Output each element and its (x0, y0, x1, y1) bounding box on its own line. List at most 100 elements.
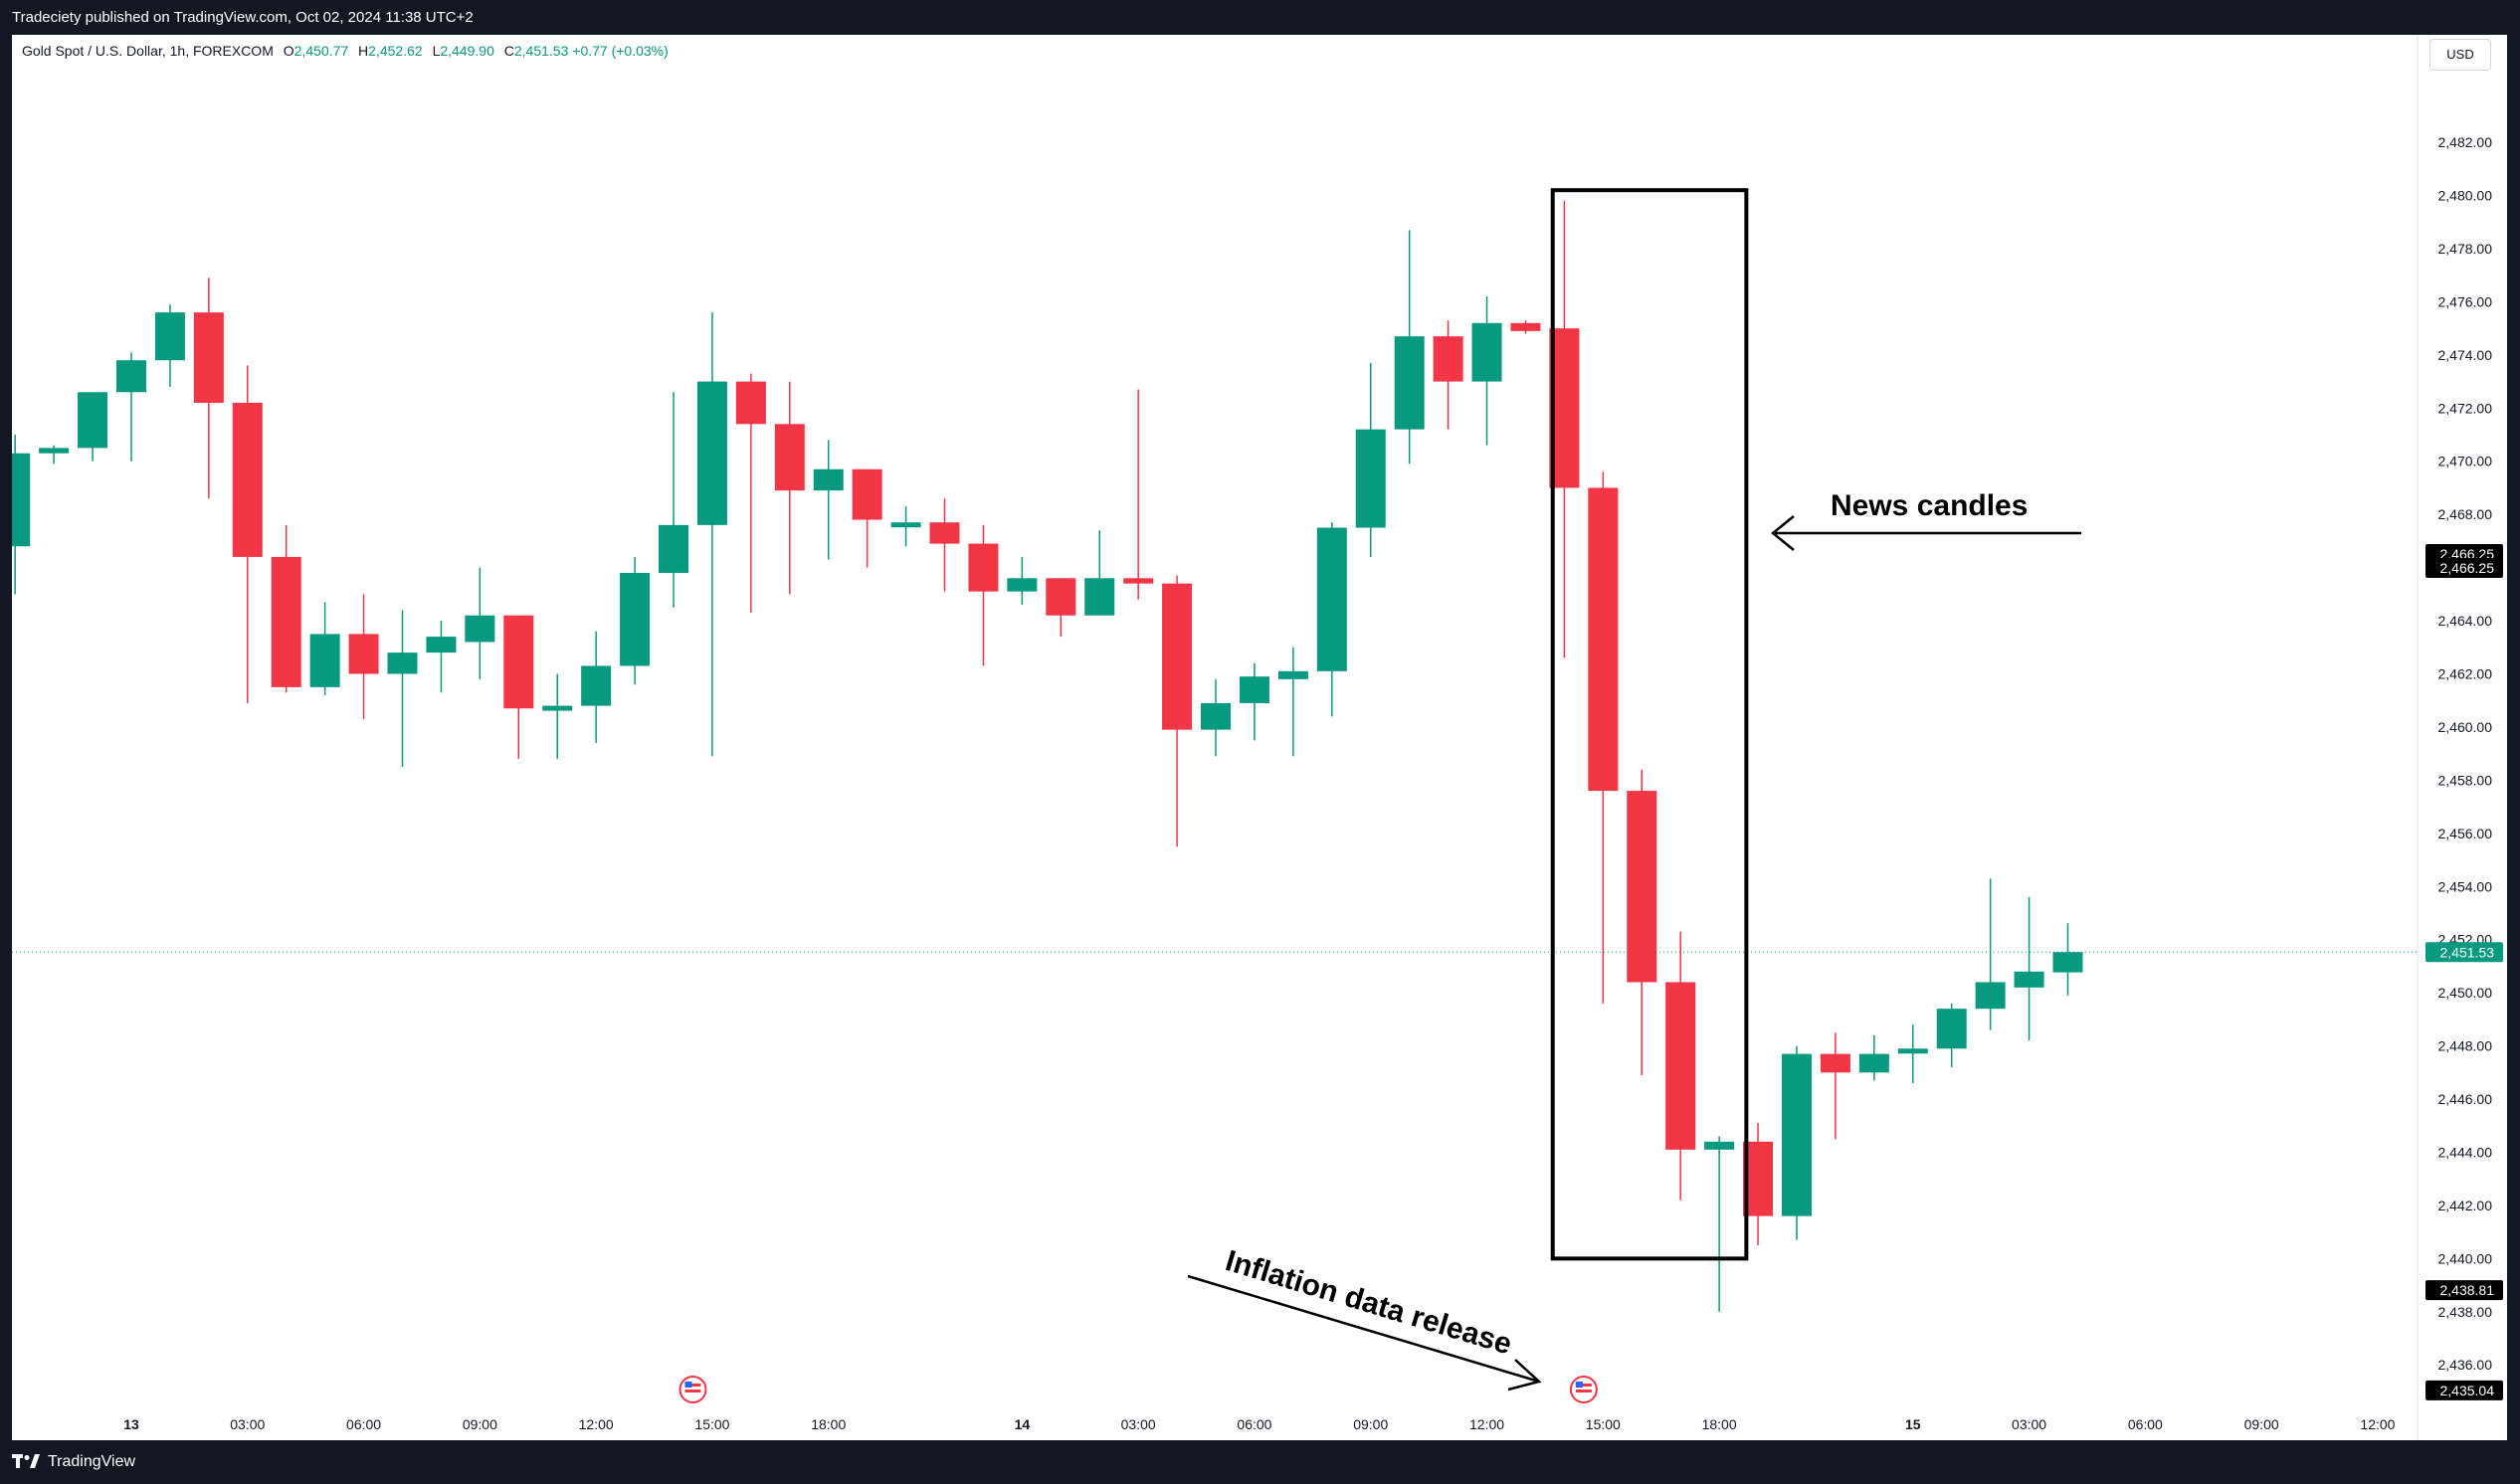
us-flag-event-icon (684, 1384, 701, 1387)
candle-body[interactable] (1394, 336, 1425, 430)
candle-body[interactable] (1046, 578, 1076, 616)
candle-body[interactable] (1665, 982, 1696, 1150)
candlestick-chart[interactable]: 2,436.00 2,438.00 2,440.00 2,442.00 2,444.00… (12, 35, 2507, 1440)
candle-body[interactable] (12, 453, 31, 547)
change-value: +0.77 (+0.03%) (572, 43, 669, 59)
news-candles-box[interactable] (1550, 188, 1749, 1261)
candle-body[interactable] (774, 424, 805, 491)
time-tick-label: 12:00 (579, 1416, 614, 1432)
candle-body[interactable] (890, 522, 921, 528)
price-axis-label-box (2425, 1280, 2503, 1301)
candle-body[interactable] (1975, 982, 2006, 1010)
candle-body[interactable] (1201, 702, 1232, 730)
candle-body[interactable] (1510, 322, 1541, 331)
candle-body[interactable] (1588, 487, 1619, 792)
candle-body[interactable] (1627, 791, 1657, 983)
open-value: 2,450.77 (293, 43, 349, 59)
inflation-data-label: Inflation data release (1222, 1244, 1515, 1361)
price-tick-label: 2,442.00 (2438, 1198, 2493, 1213)
price-tick-label: 2,474.00 (2438, 347, 2493, 363)
price-tick-label: 2,444.00 (2438, 1144, 2493, 1160)
candle-body[interactable] (1704, 1141, 1735, 1150)
candle-body[interactable] (193, 312, 224, 403)
candle-body[interactable] (1123, 578, 1154, 584)
candle-body[interactable] (271, 556, 301, 687)
us-flag-event-icon (1575, 1384, 1592, 1387)
candle-body[interactable] (1316, 527, 1347, 671)
time-tick-label: 14 (1015, 1416, 1031, 1432)
candle-body[interactable] (1781, 1053, 1812, 1216)
time-tick-label: 09:00 (2244, 1416, 2279, 1432)
time-tick-label: 12:00 (1469, 1416, 1504, 1432)
candle-body[interactable] (2052, 952, 2083, 973)
candle-body[interactable] (852, 468, 882, 520)
open-label: O (283, 43, 294, 59)
candle-body[interactable] (929, 522, 960, 544)
candle-body[interactable] (1820, 1053, 1850, 1073)
price-tick-label: 2,462.00 (2438, 666, 2493, 682)
candle-body[interactable] (1162, 583, 1193, 730)
candle-body[interactable] (348, 634, 379, 674)
candle-body[interactable] (1471, 322, 1502, 382)
time-tick-label: 12:00 (2360, 1416, 2395, 1432)
candle-body[interactable] (1433, 336, 1463, 382)
candle-body[interactable] (735, 381, 766, 425)
tradingview-brand: TradingView (48, 1453, 136, 1470)
publish-info: Tradeciety published on TradingView.com,… (12, 9, 474, 26)
candle-body[interactable] (581, 665, 612, 706)
candle-body[interactable] (620, 572, 651, 666)
candle-body[interactable] (2014, 971, 2044, 988)
candle-body[interactable] (813, 468, 844, 491)
candle-body[interactable] (1858, 1053, 1889, 1073)
time-tick-label: 09:00 (463, 1416, 497, 1432)
candle-body[interactable] (78, 392, 108, 449)
candle-body[interactable] (426, 637, 457, 653)
candle-body[interactable] (1239, 676, 1269, 703)
price-axis-label: 2,466.25 (2440, 560, 2495, 576)
price-tick-label: 2,440.00 (2438, 1250, 2493, 1266)
candle-body[interactable] (696, 381, 727, 525)
candle-body[interactable] (542, 705, 573, 711)
candle-body[interactable] (154, 312, 185, 361)
symbol-name[interactable]: Gold Spot / U.S. Dollar, 1h, FOREXCOM (22, 43, 274, 59)
price-tick-label: 2,454.00 (2438, 878, 2493, 894)
candle-body[interactable] (387, 652, 418, 674)
candle-body[interactable] (1897, 1048, 1928, 1054)
time-tick-label: 15:00 (1586, 1416, 1621, 1432)
candle-body[interactable] (115, 360, 146, 393)
price-axis-label-box (2425, 942, 2503, 963)
candle-body[interactable] (309, 634, 340, 687)
price-tick-label: 2,464.00 (2438, 613, 2493, 629)
candle-body[interactable] (1936, 1009, 1967, 1049)
candle-body[interactable] (659, 524, 689, 573)
close-label: C (503, 43, 514, 59)
candle-body[interactable] (39, 448, 70, 454)
time-tick-label: 18:00 (1702, 1416, 1737, 1432)
chart-frame[interactable]: 2,436.00 2,438.00 2,440.00 2,442.00 2,444.00… (12, 35, 2507, 1440)
us-flag-event-icon (684, 1390, 701, 1392)
price-axis-label-box (2425, 557, 2503, 578)
candle-body[interactable] (232, 402, 263, 557)
price-axis-label-box (2425, 1380, 2503, 1400)
time-tick-label: 03:00 (230, 1416, 265, 1432)
candle-body[interactable] (968, 543, 999, 592)
price-tick-label: 2,448.00 (2438, 1038, 2493, 1054)
time-tick-label: 15:00 (694, 1416, 729, 1432)
candle-body[interactable] (1277, 670, 1308, 679)
price-tick-label: 2,468.00 (2438, 506, 2493, 522)
time-tick-label: 03:00 (1121, 1416, 1156, 1432)
price-tick-label: 2,456.00 (2438, 826, 2493, 841)
time-tick-label: 09:00 (1353, 1416, 1388, 1432)
candle-body[interactable] (503, 615, 534, 709)
candle-body[interactable] (465, 615, 495, 643)
currency-button[interactable]: USD (2429, 39, 2491, 71)
footer-bar: TradingView (0, 1440, 2520, 1484)
candle-body[interactable] (1355, 429, 1386, 528)
time-tick-label: 06:00 (2128, 1416, 2163, 1432)
news-arrow-head (1771, 515, 1795, 551)
symbol-legend: Gold Spot / U.S. Dollar, 1h, FOREXCOM O2… (22, 43, 669, 59)
candle-body[interactable] (1007, 578, 1038, 592)
price-tick-label: 2,438.00 (2438, 1304, 2493, 1320)
candle-body[interactable] (1084, 578, 1115, 616)
tradingview-logo[interactable]: TradingView (12, 1440, 135, 1484)
